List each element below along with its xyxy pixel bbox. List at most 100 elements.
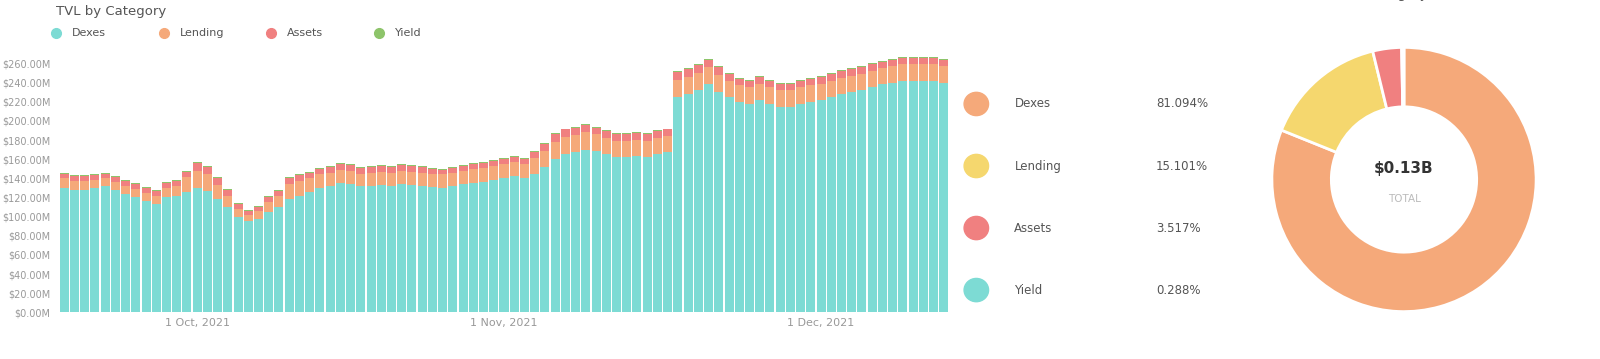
Bar [315,169,325,174]
Bar [459,171,467,184]
Bar [141,187,150,188]
Bar [70,190,78,312]
Bar [930,64,938,81]
Bar [867,64,877,71]
Bar [888,83,898,312]
Bar [806,85,816,102]
Bar [827,74,835,81]
Bar [122,181,130,186]
Text: TOTAL: TOTAL [1387,194,1421,204]
Bar [387,166,395,167]
Bar [714,75,723,92]
Bar [326,186,334,312]
Bar [918,57,928,58]
Bar [816,77,826,84]
Bar [622,157,632,312]
Bar [357,168,365,173]
Bar [234,203,243,204]
Bar [152,191,160,196]
Bar [173,180,181,181]
Bar [366,166,376,167]
Bar [550,133,560,134]
Bar [755,76,765,77]
Bar [562,137,570,154]
Bar [776,84,784,90]
Bar [418,186,427,312]
Wedge shape [1402,47,1405,107]
Bar [448,167,458,168]
Bar [939,60,949,66]
Bar [562,154,570,312]
Wedge shape [1272,47,1536,312]
Bar [899,64,907,81]
Bar [662,136,672,153]
Bar [346,164,355,165]
Bar [837,78,846,94]
Bar [918,58,928,64]
Bar [173,196,181,312]
Bar [213,199,222,312]
Bar [786,84,795,90]
Circle shape [965,154,989,178]
Bar [643,133,651,134]
Bar [786,107,795,312]
Bar [408,172,416,185]
Bar [182,171,192,172]
Bar [662,129,672,130]
Bar [797,104,805,312]
Bar [674,80,682,97]
Bar [427,173,437,187]
Bar [203,174,211,191]
Bar [448,168,458,173]
Bar [182,192,192,312]
Bar [59,188,69,312]
Bar [306,178,314,192]
Bar [734,85,744,102]
Bar [939,66,949,83]
Bar [520,164,530,178]
Bar [541,143,549,144]
Text: 3.517%: 3.517% [1155,222,1200,234]
Bar [357,173,365,186]
Bar [755,84,765,100]
Bar [336,163,346,164]
Bar [909,81,918,312]
Bar [438,169,446,170]
Bar [478,162,488,163]
Bar [909,58,918,64]
Bar [141,188,150,193]
Bar [816,100,826,312]
Bar [714,67,723,75]
Bar [622,134,632,141]
Bar [70,181,78,190]
Bar [499,178,509,312]
Bar [376,185,386,312]
Bar [909,64,918,81]
Bar [366,167,376,173]
Bar [275,191,283,196]
Bar [918,64,928,81]
Bar [173,181,181,186]
Bar [530,151,539,153]
Bar [602,131,611,138]
Bar [694,90,702,312]
Bar [683,77,693,94]
Bar [203,191,211,312]
Bar [746,104,754,312]
Bar [520,158,530,159]
Bar [674,97,682,312]
Bar [294,174,304,176]
Bar [683,94,693,312]
Bar [797,81,805,87]
Bar [438,188,446,312]
Bar [746,87,754,104]
Bar [80,176,90,181]
Bar [490,166,498,180]
Bar [285,178,294,184]
Bar [755,77,765,84]
Bar [397,165,406,171]
Bar [122,180,130,181]
Bar [254,207,262,211]
Bar [336,164,346,170]
Bar [899,58,907,64]
